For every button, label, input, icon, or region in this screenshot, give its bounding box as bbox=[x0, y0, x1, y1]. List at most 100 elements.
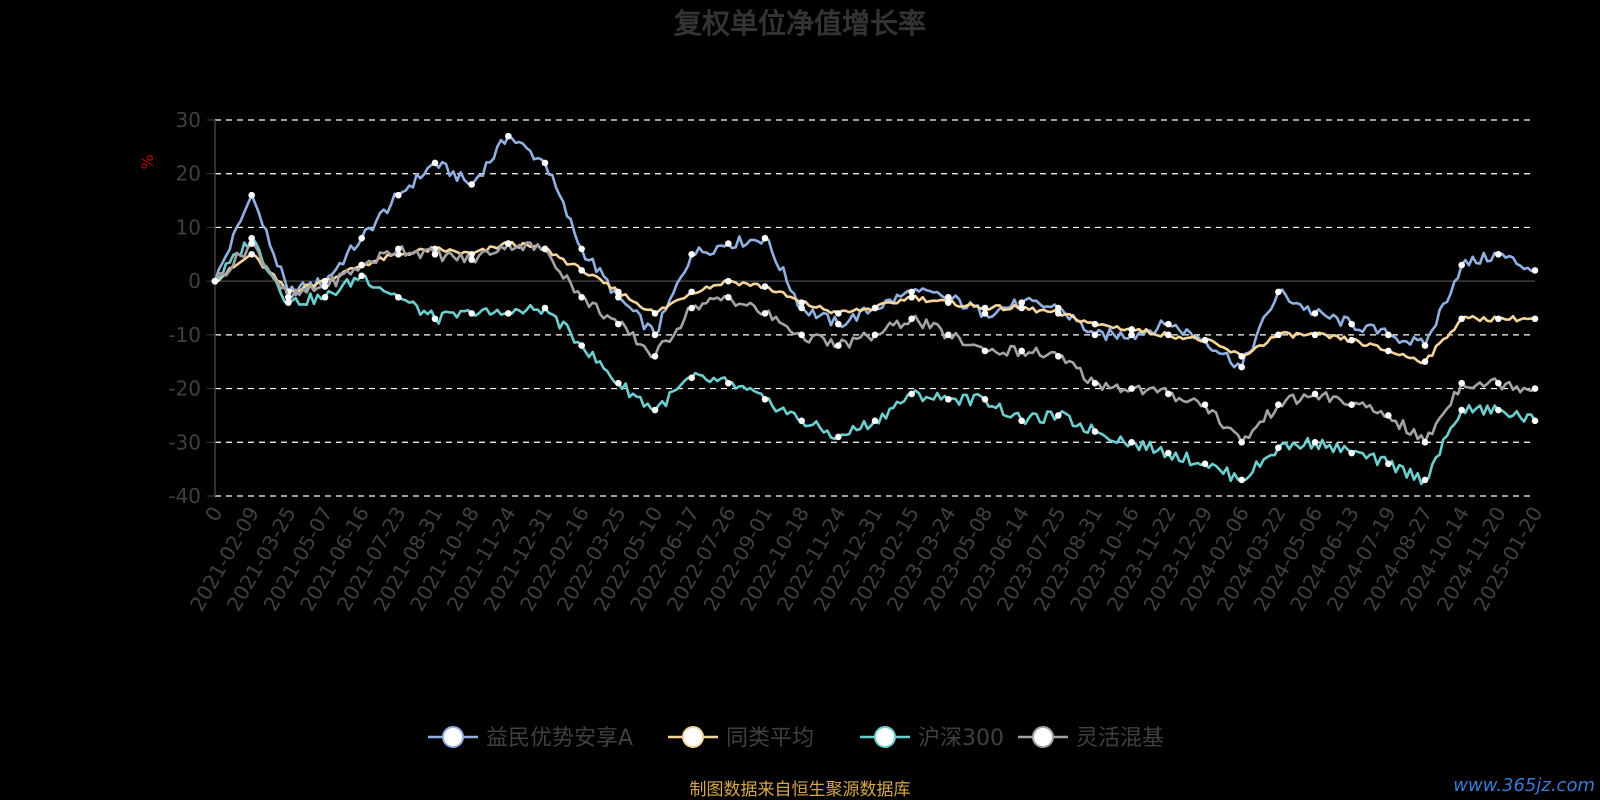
data-point bbox=[1091, 379, 1099, 387]
data-point bbox=[321, 283, 329, 290]
data-point bbox=[1348, 401, 1355, 408]
data-point bbox=[1165, 331, 1172, 339]
data-point bbox=[1238, 438, 1245, 446]
series-group bbox=[211, 240, 1539, 446]
data-point bbox=[981, 347, 989, 355]
data-point bbox=[1311, 331, 1319, 339]
data-point bbox=[468, 256, 475, 263]
data-point bbox=[908, 288, 915, 296]
data-point bbox=[1128, 438, 1135, 446]
data-point bbox=[1385, 412, 1392, 419]
grid-lines bbox=[215, 119, 1535, 497]
data-point bbox=[1201, 460, 1209, 468]
data-point bbox=[1531, 315, 1539, 323]
data-point bbox=[431, 315, 439, 323]
legend-label: 沪深300 bbox=[918, 726, 1004, 751]
data-point bbox=[1165, 390, 1172, 398]
data-point bbox=[358, 272, 365, 280]
data-point bbox=[688, 304, 695, 312]
data-point bbox=[945, 293, 952, 301]
x-tick-label: 0 bbox=[200, 503, 227, 526]
data-point bbox=[908, 390, 915, 398]
data-point bbox=[945, 396, 952, 403]
data-point bbox=[285, 299, 292, 306]
y-tick-label: 10 bbox=[176, 215, 201, 239]
data-point bbox=[248, 234, 255, 242]
data-point bbox=[651, 310, 659, 317]
data-point bbox=[1091, 428, 1099, 435]
data-point bbox=[798, 331, 805, 339]
data-point bbox=[1165, 320, 1172, 328]
legend-item[interactable]: 灵活混基 bbox=[1018, 726, 1164, 751]
data-point bbox=[1385, 347, 1392, 355]
series-line bbox=[213, 241, 1536, 444]
data-point bbox=[725, 277, 732, 285]
legend-swatch-marker bbox=[874, 726, 896, 748]
data-point bbox=[651, 331, 659, 339]
watermark: www.365jz.com bbox=[1453, 775, 1595, 796]
data-point bbox=[395, 191, 402, 199]
series-lines bbox=[211, 132, 1539, 486]
data-point bbox=[1018, 417, 1025, 425]
data-point bbox=[1055, 353, 1062, 360]
legend-item[interactable]: 同类平均 bbox=[668, 726, 814, 751]
data-point bbox=[1348, 449, 1355, 457]
data-point bbox=[615, 288, 622, 296]
data-point bbox=[1165, 449, 1172, 457]
data-point bbox=[725, 293, 732, 301]
data-point bbox=[981, 310, 989, 317]
data-point bbox=[688, 288, 695, 296]
data-point bbox=[981, 304, 989, 312]
data-point bbox=[1275, 331, 1282, 339]
data-point bbox=[578, 342, 585, 349]
y-tick-label: -10 bbox=[168, 323, 201, 347]
data-point bbox=[1128, 385, 1135, 392]
series-line bbox=[214, 236, 1537, 486]
data-point bbox=[651, 406, 659, 414]
data-point bbox=[945, 299, 952, 306]
data-point bbox=[1458, 379, 1465, 387]
data-point bbox=[835, 342, 842, 349]
data-point bbox=[871, 417, 879, 425]
data-point bbox=[1421, 342, 1429, 349]
legend-item[interactable]: 沪深300 bbox=[860, 726, 1004, 751]
data-point bbox=[358, 234, 365, 242]
data-point bbox=[651, 353, 659, 360]
data-point bbox=[395, 245, 402, 253]
data-point bbox=[835, 310, 842, 317]
data-point bbox=[1128, 326, 1135, 333]
data-point bbox=[1055, 304, 1062, 312]
data-point bbox=[468, 310, 475, 317]
y-tick-label: -30 bbox=[168, 430, 201, 454]
legend-swatch-marker bbox=[682, 726, 704, 748]
y-tick-label: 20 bbox=[176, 162, 201, 186]
data-point bbox=[761, 234, 769, 242]
data-point bbox=[541, 245, 549, 253]
data-point bbox=[908, 315, 915, 323]
legend-item[interactable]: 益民优势安享A bbox=[428, 726, 633, 751]
data-point bbox=[615, 293, 622, 301]
legend-swatch-marker bbox=[442, 726, 464, 748]
data-point bbox=[1495, 379, 1502, 387]
data-point bbox=[871, 304, 879, 312]
y-tick-label: 30 bbox=[176, 108, 201, 132]
data-point bbox=[578, 245, 585, 253]
y-axis-label: % bbox=[138, 154, 157, 169]
data-point bbox=[1311, 310, 1319, 317]
series-group bbox=[211, 234, 1539, 486]
axes: 3020100-10-20-30-4002021-02-092021-03-25… bbox=[168, 108, 1547, 615]
data-point bbox=[1275, 288, 1282, 296]
data-point bbox=[248, 191, 255, 199]
legend[interactable]: 益民优势安享A 同类平均 沪深300 灵活混基 bbox=[428, 726, 1164, 751]
data-point bbox=[1311, 438, 1319, 446]
legend-label: 灵活混基 bbox=[1076, 726, 1164, 751]
data-point bbox=[871, 331, 879, 339]
data-point bbox=[211, 277, 219, 285]
data-point bbox=[1421, 438, 1429, 446]
data-point bbox=[1421, 358, 1429, 366]
data-point bbox=[1201, 401, 1209, 408]
data-point bbox=[1018, 347, 1025, 355]
data-point bbox=[945, 331, 952, 339]
